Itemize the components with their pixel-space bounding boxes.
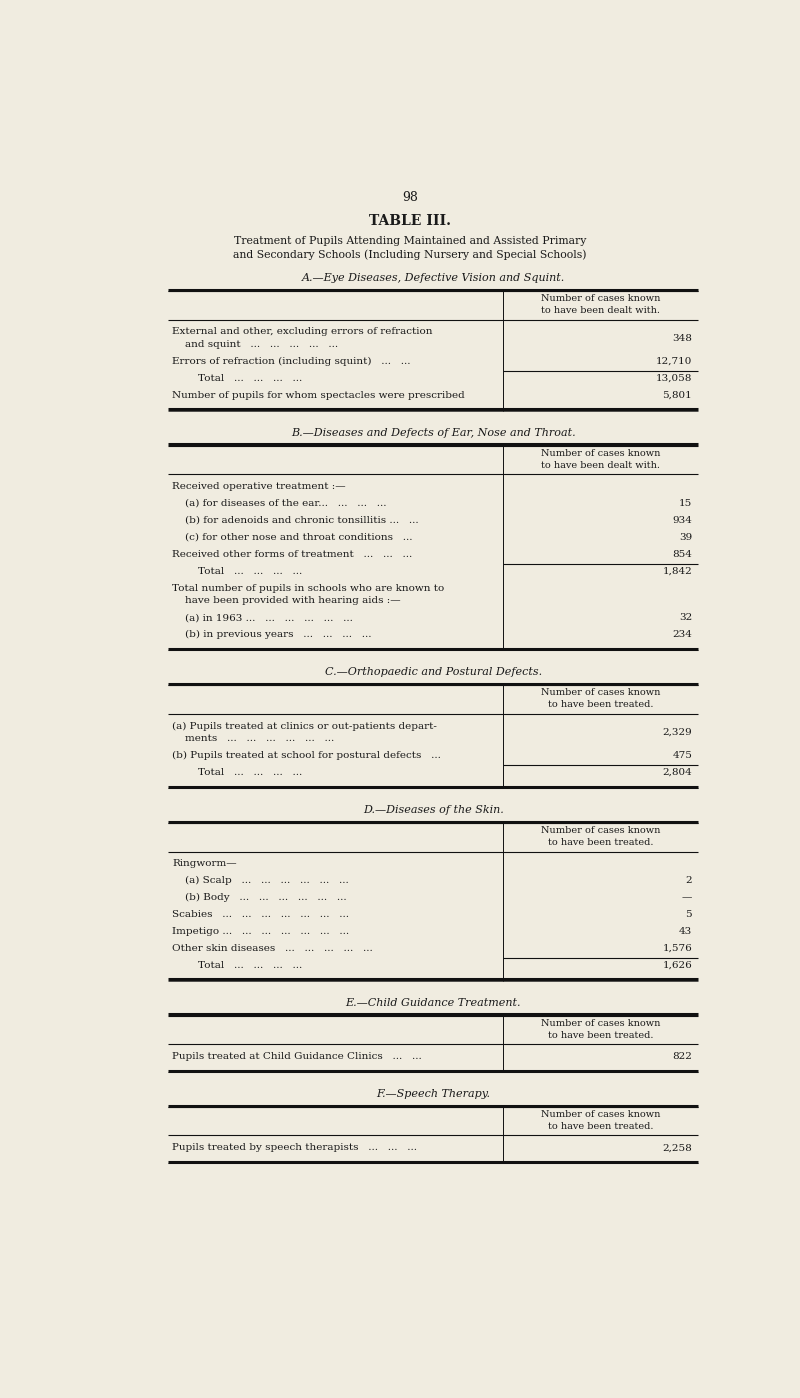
Text: C.—Orthopaedic and Postural Defects.: C.—Orthopaedic and Postural Defects. [325,667,542,677]
Text: to have been treated.: to have been treated. [548,839,654,847]
Text: —: — [682,893,692,902]
Text: Number of cases known: Number of cases known [541,1019,660,1028]
Text: Ringworm—: Ringworm— [172,860,237,868]
Text: 1,576: 1,576 [662,944,692,953]
Text: to have been dealt with.: to have been dealt with. [541,306,660,316]
Text: Number of cases known: Number of cases known [541,1110,660,1118]
Text: 348: 348 [672,334,692,343]
Text: (a) Pupils treated at clinics or out-patients depart-: (a) Pupils treated at clinics or out-pat… [172,721,437,731]
Text: Received operative treatment :—: Received operative treatment :— [172,482,346,491]
Text: 12,710: 12,710 [656,356,692,366]
Text: Other skin diseases   ...   ...   ...   ...   ...: Other skin diseases ... ... ... ... ... [172,944,373,953]
Text: 1,842: 1,842 [662,566,692,576]
Text: (b) Pupils treated at school for postural defects   ...: (b) Pupils treated at school for postura… [172,751,441,761]
Text: 2,329: 2,329 [662,728,692,737]
Text: Total number of pupils in schools who are known to: Total number of pupils in schools who ar… [172,584,444,593]
Text: to have been treated.: to have been treated. [548,700,654,709]
Text: to have been treated.: to have been treated. [548,1123,654,1131]
Text: (b) in previous years   ...   ...   ...   ...: (b) in previous years ... ... ... ... [172,630,371,639]
Text: 234: 234 [672,630,692,639]
Text: Total   ...   ...   ...   ...: Total ... ... ... ... [172,768,302,777]
Text: ments   ...   ...   ...   ...   ...   ...: ments ... ... ... ... ... ... [172,734,334,744]
Text: Number of cases known: Number of cases known [541,688,660,698]
Text: F.—Speech Therapy.: F.—Speech Therapy. [376,1089,490,1099]
Text: 934: 934 [672,516,692,526]
Text: Number of cases known: Number of cases known [541,449,660,459]
Text: (c) for other nose and throat conditions   ...: (c) for other nose and throat conditions… [172,533,413,542]
Text: Total   ...   ...   ...   ...: Total ... ... ... ... [172,960,302,970]
Text: (a) in 1963 ...   ...   ...   ...   ...   ...: (a) in 1963 ... ... ... ... ... ... [172,614,353,622]
Text: Number of cases known: Number of cases known [541,294,660,303]
Text: Treatment of Pupils Attending Maintained and Assisted Primary: Treatment of Pupils Attending Maintained… [234,235,586,246]
Text: 43: 43 [679,927,692,937]
Text: D.—Diseases of the Skin.: D.—Diseases of the Skin. [363,805,504,815]
Text: 98: 98 [402,192,418,204]
Text: (b) for adenoids and chronic tonsillitis ...   ...: (b) for adenoids and chronic tonsillitis… [172,516,418,526]
Text: and squint   ...   ...   ...   ...   ...: and squint ... ... ... ... ... [172,340,338,350]
Text: and Secondary Schools (Including Nursery and Special Schools): and Secondary Schools (Including Nursery… [234,250,586,260]
Text: Errors of refraction (including squint)   ...   ...: Errors of refraction (including squint) … [172,356,410,366]
Text: 5,801: 5,801 [662,391,692,400]
Text: 854: 854 [672,549,692,559]
Text: 2: 2 [686,877,692,885]
Text: 32: 32 [679,614,692,622]
Text: Scabies   ...   ...   ...   ...   ...   ...   ...: Scabies ... ... ... ... ... ... ... [172,910,349,918]
Text: Pupils treated at Child Guidance Clinics   ...   ...: Pupils treated at Child Guidance Clinics… [172,1053,422,1061]
Text: (a) Scalp   ...   ...   ...   ...   ...   ...: (a) Scalp ... ... ... ... ... ... [172,877,349,885]
Text: TABLE III.: TABLE III. [369,214,451,228]
Text: 2,258: 2,258 [662,1144,692,1152]
Text: Received other forms of treatment   ...   ...   ...: Received other forms of treatment ... ..… [172,549,412,559]
Text: 822: 822 [672,1053,692,1061]
Text: 15: 15 [679,499,692,507]
Text: to have been treated.: to have been treated. [548,1030,654,1040]
Text: to have been dealt with.: to have been dealt with. [541,461,660,470]
Text: 5: 5 [686,910,692,918]
Text: 475: 475 [672,751,692,761]
Text: Total   ...   ...   ...   ...: Total ... ... ... ... [172,566,302,576]
Text: Pupils treated by speech therapists   ...   ...   ...: Pupils treated by speech therapists ... … [172,1144,417,1152]
Text: Number of cases known: Number of cases known [541,826,660,835]
Text: E.—Child Guidance Treatment.: E.—Child Guidance Treatment. [346,998,521,1008]
Text: Impetigo ...   ...   ...   ...   ...   ...   ...: Impetigo ... ... ... ... ... ... ... [172,927,349,937]
Text: (a) for diseases of the ear...   ...   ...   ...: (a) for diseases of the ear... ... ... .… [172,499,386,507]
Text: Total   ...   ...   ...   ...: Total ... ... ... ... [172,375,302,383]
Text: 13,058: 13,058 [656,375,692,383]
Text: Number of pupils for whom spectacles were prescribed: Number of pupils for whom spectacles wer… [172,391,465,400]
Text: 2,804: 2,804 [662,768,692,777]
Text: A.—Eye Diseases, Defective Vision and Squint.: A.—Eye Diseases, Defective Vision and Sq… [302,273,565,282]
Text: have been provided with hearing aids :—: have been provided with hearing aids :— [172,597,401,605]
Text: 1,626: 1,626 [662,960,692,970]
Text: B.—Diseases and Defects of Ear, Nose and Throat.: B.—Diseases and Defects of Ear, Nose and… [291,428,575,438]
Text: External and other, excluding errors of refraction: External and other, excluding errors of … [172,327,433,337]
Text: 39: 39 [679,533,692,542]
Text: (b) Body   ...   ...   ...   ...   ...   ...: (b) Body ... ... ... ... ... ... [172,893,346,902]
